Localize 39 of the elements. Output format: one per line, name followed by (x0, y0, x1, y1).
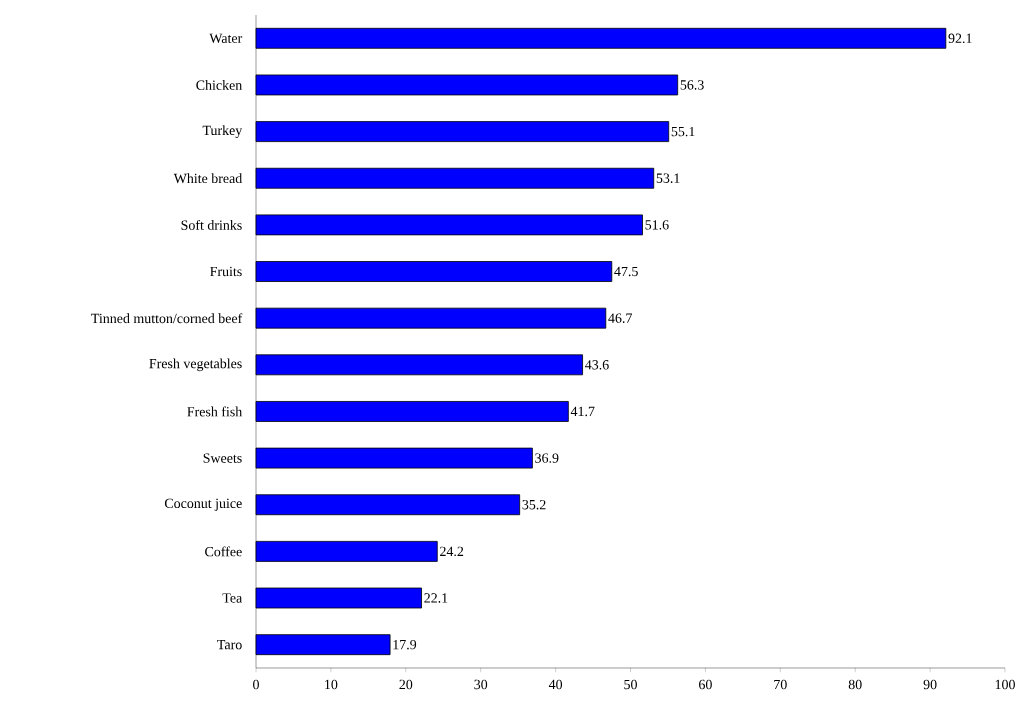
x-tick-label: 70 (774, 679, 787, 690)
x-tick-label: 90 (923, 679, 937, 690)
y-tick-label: Coconut juice (164, 498, 242, 511)
data-label: 22.1 (424, 593, 448, 603)
x-tick-label: 60 (699, 679, 712, 690)
data-label: 36.9 (535, 453, 559, 463)
x-tick-label: 20 (399, 679, 413, 690)
y-tick-label: Fruits (210, 266, 242, 277)
data-label: 41.7 (570, 406, 595, 417)
data-label: 51.6 (645, 220, 669, 230)
x-tick-label: 50 (624, 679, 637, 690)
data-label: 43.6 (585, 360, 609, 370)
data-label: 24.2 (440, 546, 464, 557)
y-tick-label: Tinned mutton/corned beef (91, 313, 243, 324)
data-label: 53.1 (656, 173, 680, 183)
x-tick-label: 10 (325, 679, 338, 690)
y-tick-label: Sweets (203, 453, 242, 463)
y-tick-label: Turkey (202, 125, 243, 138)
data-label: 46.7 (608, 313, 632, 323)
x-tick-label: 40 (548, 679, 563, 690)
y-tick-label: Soft drinks (181, 219, 242, 230)
data-label: 35.2 (522, 500, 546, 510)
x-tick-label: 30 (474, 679, 488, 690)
x-tick-label: 80 (848, 679, 862, 690)
data-label: 92.1 (948, 33, 972, 44)
data-label: 47.5 (614, 266, 638, 277)
y-tick-label: Fresh fish (187, 406, 243, 417)
y-tick-label: Tea (222, 593, 243, 603)
data-label: 17.9 (393, 639, 417, 650)
y-tick-label: Water (209, 33, 243, 43)
data-label: 56.3 (680, 80, 704, 90)
x-tick-label: 0 (253, 679, 259, 690)
y-tick-label: Taro (217, 640, 242, 650)
y-tick-label: Coffee (205, 546, 242, 557)
data-label: 55.1 (671, 126, 695, 137)
y-tick-label: Chicken (196, 80, 243, 90)
y-tick-label: White bread (173, 173, 243, 184)
x-tick-label: 100 (995, 679, 1015, 690)
y-tick-label: Fresh vegetables (149, 358, 242, 372)
